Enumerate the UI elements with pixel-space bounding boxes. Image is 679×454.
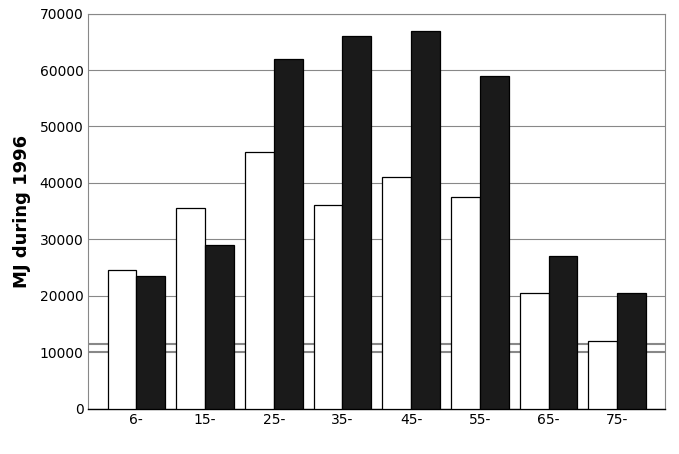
Bar [136, 276, 165, 409]
Bar [342, 36, 371, 409]
Bar [451, 197, 480, 409]
Bar [274, 59, 303, 409]
Bar [589, 341, 617, 409]
Bar [314, 206, 342, 409]
Bar [177, 208, 205, 409]
Bar [107, 270, 136, 409]
Bar [411, 30, 440, 409]
Bar [617, 293, 646, 409]
Bar [519, 293, 549, 409]
Y-axis label: MJ during 1996: MJ during 1996 [13, 134, 31, 288]
Bar [245, 152, 274, 409]
Bar [205, 245, 234, 409]
Bar [480, 76, 509, 409]
Bar [382, 177, 411, 409]
Bar [549, 256, 577, 409]
